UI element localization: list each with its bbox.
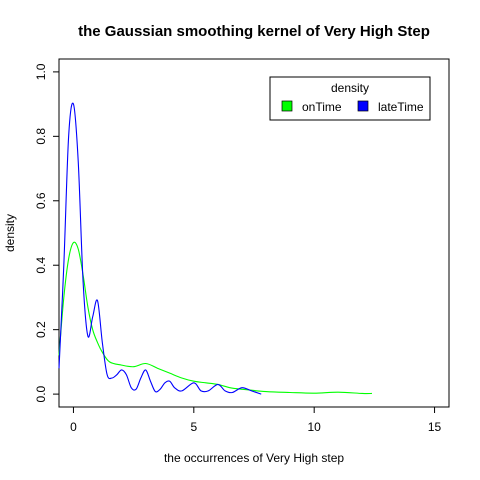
x-axis: 0 5 10 15 xyxy=(70,407,442,434)
legend-label-ontime: onTime xyxy=(302,100,342,114)
legend-swatch-latetime xyxy=(357,100,369,112)
y-tick-label: 0.6 xyxy=(34,192,48,209)
x-tick-label: 10 xyxy=(308,420,322,434)
legend-label-latetime: lateTime xyxy=(378,100,424,114)
chart-title: the Gaussian smoothing kernel of Very Hi… xyxy=(78,23,430,40)
legend-box xyxy=(269,76,431,121)
legend-title: density xyxy=(331,81,369,95)
x-tick-label: 0 xyxy=(70,420,77,434)
y-tick-label: 0.0 xyxy=(34,385,48,402)
y-axis: 0.0 0.2 0.4 0.6 0.8 1.0 xyxy=(34,63,59,402)
x-tick-label: 15 xyxy=(428,420,442,434)
y-tick-label: 0.4 xyxy=(34,257,48,274)
series-line-latetime xyxy=(58,102,262,395)
x-tick-label: 5 xyxy=(190,420,197,434)
y-axis-label: density xyxy=(3,214,17,252)
y-tick-label: 0.2 xyxy=(34,321,48,338)
y-tick-label: 1.0 xyxy=(34,63,48,80)
legend: density onTime lateTime xyxy=(269,76,431,121)
y-tick-label: 0.8 xyxy=(34,128,48,145)
x-axis-label: the occurrences of Very High step xyxy=(164,451,344,465)
series-layer xyxy=(58,102,372,395)
legend-swatch-ontime xyxy=(281,100,293,112)
plot-area-frame xyxy=(58,58,450,408)
series-line-ontime xyxy=(58,241,372,395)
